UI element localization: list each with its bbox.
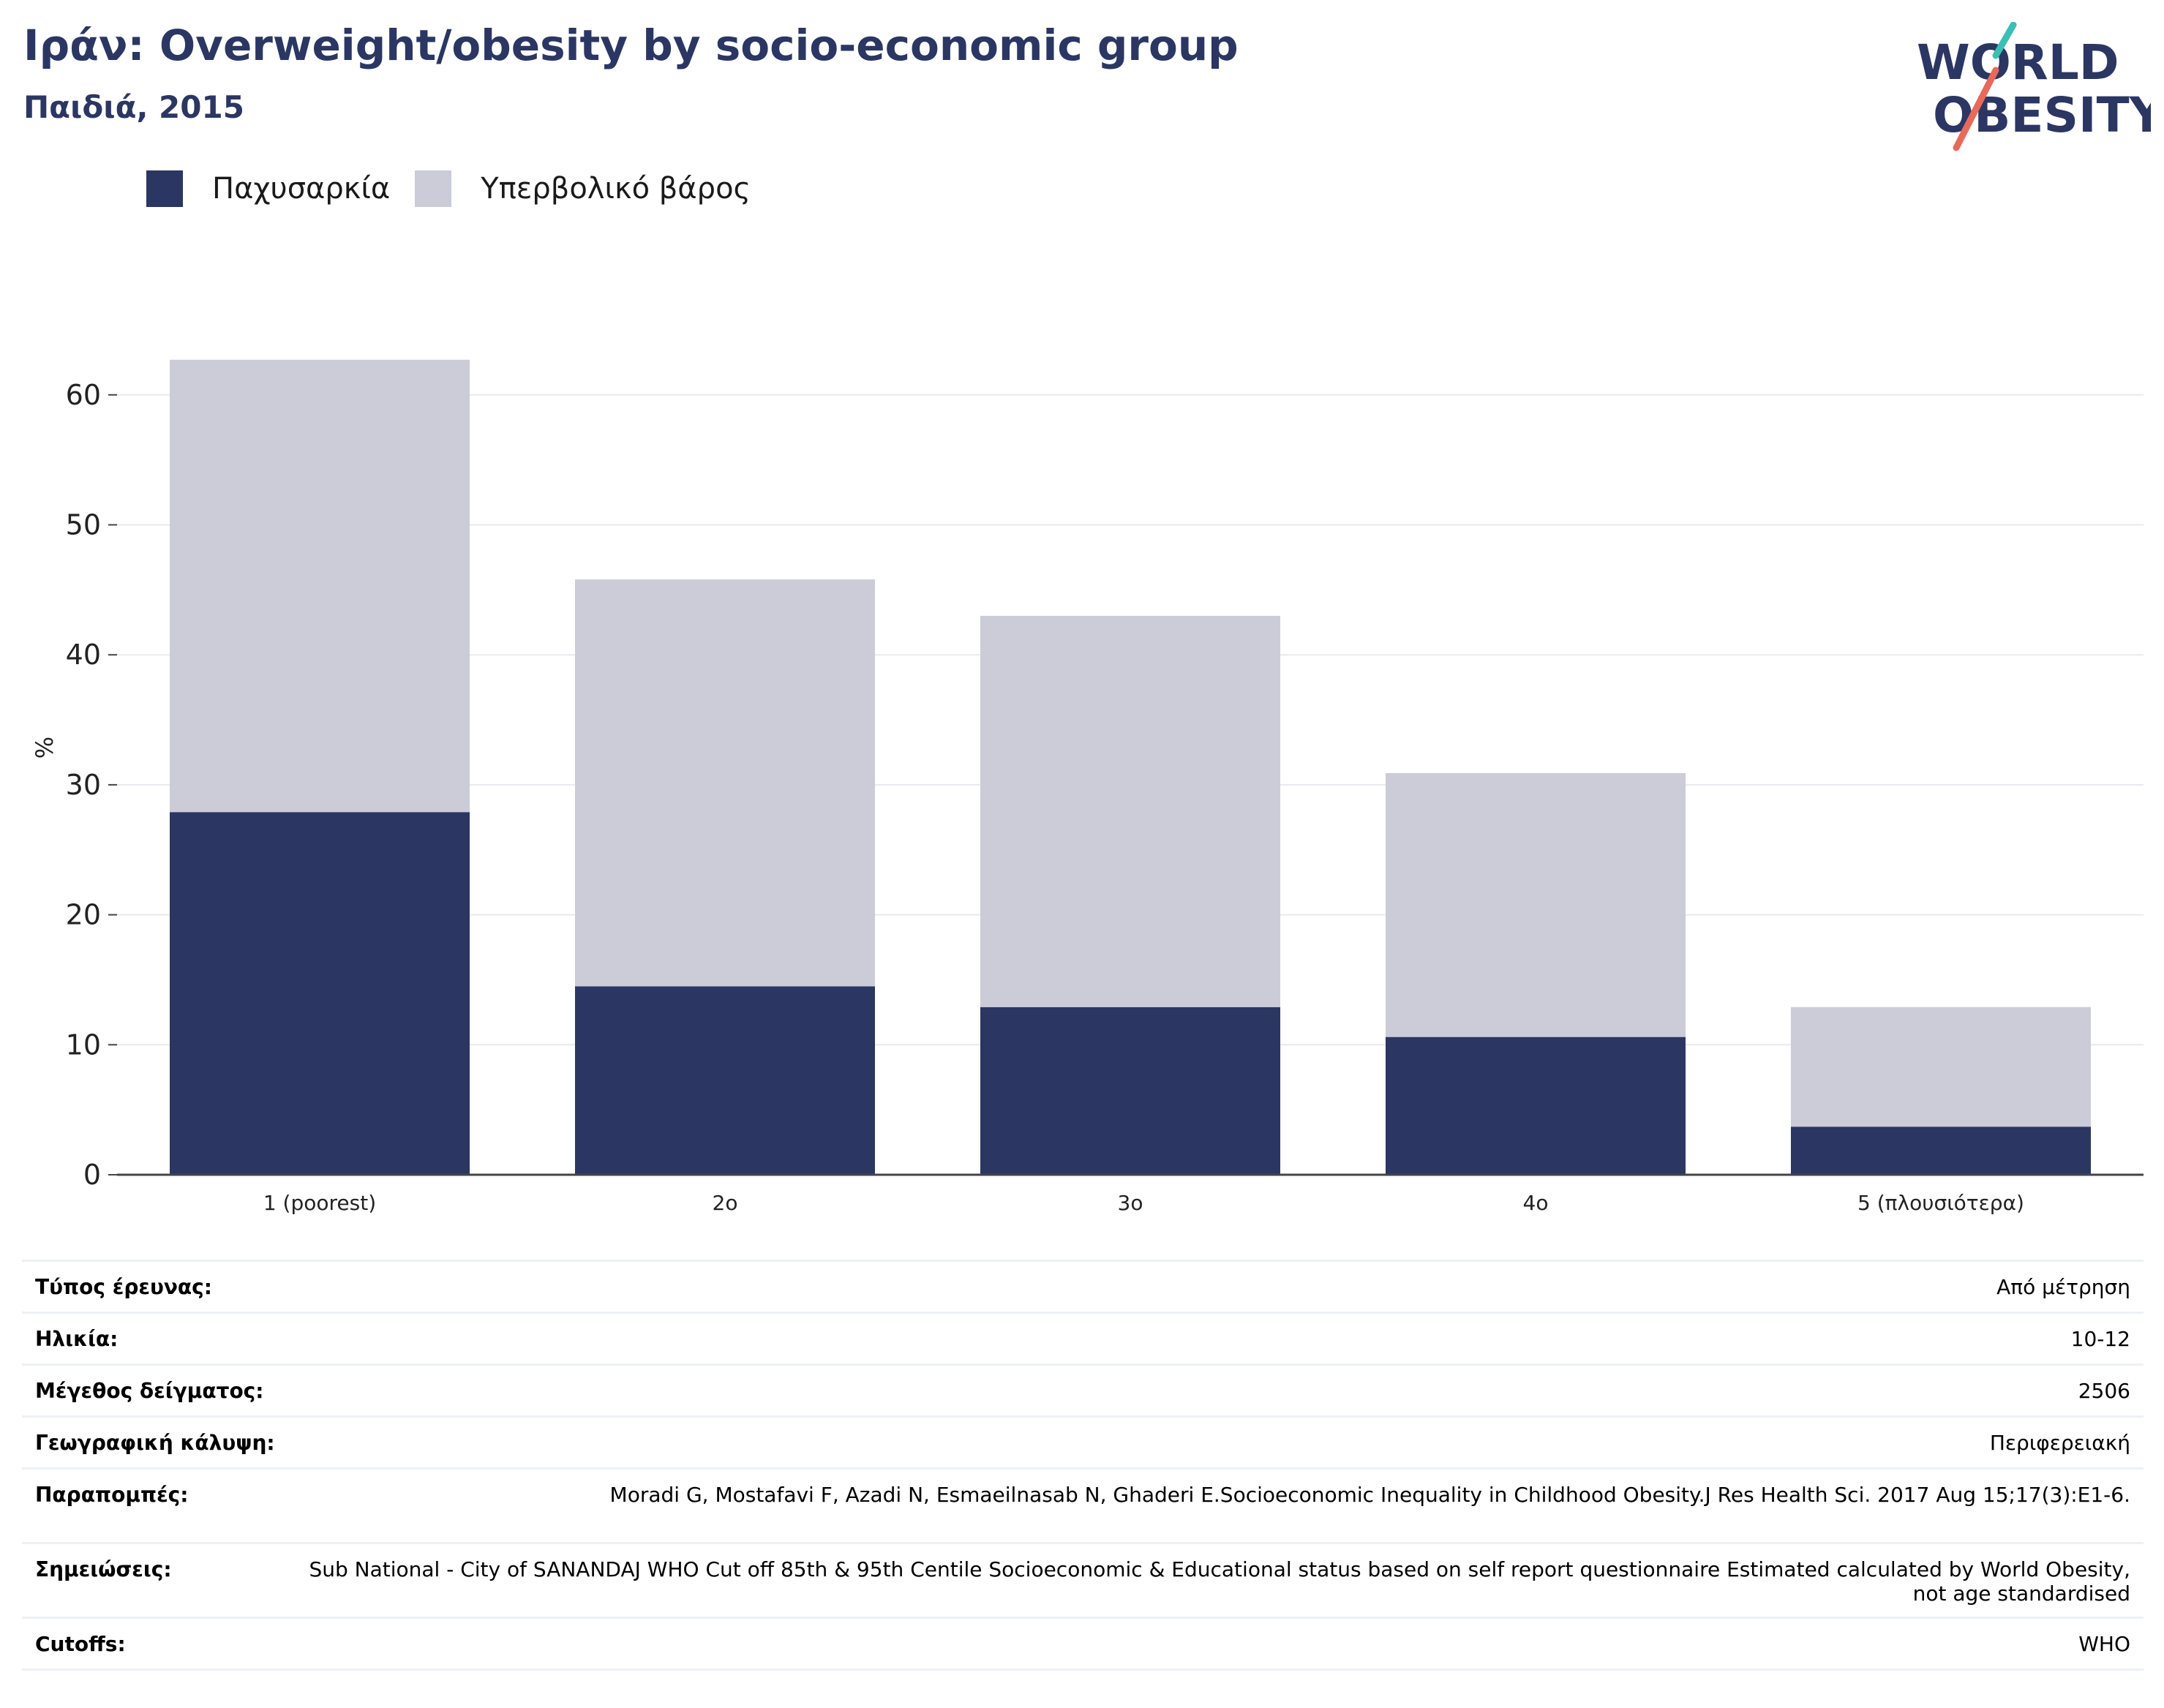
legend-item-overweight: Υπερβολικό βάρος	[415, 170, 751, 207]
stacked-bar-chart: 0 10 20 30 40 50 60 1 (poorest) 2ο 3ο 4ο 5 (πλουσι…	[31, 359, 2144, 1215]
info-row: Σημειώσεις: Sub National - City of SANAND…	[22, 1542, 2144, 1618]
bar-obesity	[1791, 1126, 2091, 1175]
info-row-label: Μέγεθος δείγματος:	[22, 1363, 288, 1417]
y-tick-label: 0	[83, 1159, 101, 1191]
info-table-body: Τύπος έρευνας: Από μέτρηση Ηλικία: 10-12 Μέγ…	[22, 1260, 2144, 1671]
info-row: Ηλικία: 10-12	[22, 1312, 2144, 1365]
x-tick-label: 2ο	[713, 1191, 738, 1215]
logo-line1: WORLD	[1917, 34, 2119, 91]
bar-overweight	[170, 359, 470, 813]
bar-overweight	[1386, 772, 1686, 1037]
bar-obesity	[170, 812, 470, 1175]
info-row-label: Παραπομπές:	[22, 1467, 288, 1543]
info-row-value: 10-12	[288, 1312, 2144, 1365]
info-row-label: Τύπος έρευνας:	[22, 1260, 288, 1313]
legend-swatch-obesity	[146, 170, 183, 207]
y-tick-label: 30	[66, 769, 101, 801]
bars	[170, 359, 2091, 1175]
info-row-value: Από μέτρηση	[288, 1260, 2144, 1313]
x-tick-labels: 1 (poorest) 2ο 3ο 4ο 5 (πλουσιότερα)	[263, 1191, 2024, 1215]
y-tick-label: 40	[66, 639, 101, 671]
bar-overweight	[980, 615, 1280, 1007]
y-tick-label: 50	[66, 509, 101, 541]
bar-obesity	[980, 1007, 1280, 1175]
info-row-value: Περιφερειακή	[288, 1415, 2144, 1469]
info-row-value: Sub National - City of SANANDAJ WHO Cut …	[288, 1542, 2144, 1618]
y-tick-label: 60	[66, 379, 101, 411]
info-table: Τύπος έρευνας: Από μέτρηση Ηλικία: 10-12 Μέγ…	[22, 1260, 2144, 1671]
info-row-label: Cutoffs:	[22, 1617, 288, 1671]
info-row-label: Σημειώσεις:	[22, 1542, 288, 1618]
info-row-value: 2506	[288, 1363, 2144, 1417]
info-row-value: WHO	[288, 1617, 2144, 1671]
bar-obesity	[575, 986, 875, 1175]
info-row: Γεωγραφική κάλυψη: Περιφερειακή	[22, 1415, 2144, 1469]
bar-overweight	[575, 579, 875, 987]
x-tick-label: 3ο	[1118, 1191, 1143, 1215]
page-subtitle: Παιδιά, 2015	[23, 89, 244, 125]
y-tick-label: 10	[66, 1028, 101, 1061]
legend-label-obesity: Παχυσαρκία	[212, 172, 391, 206]
info-row-value: Moradi G, Mostafavi F, Azadi N, Esmaeiln…	[288, 1467, 2144, 1543]
y-axis-label: %	[31, 737, 59, 759]
info-row-label: Ηλικία:	[22, 1312, 288, 1365]
logo-slash-teal-icon	[1992, 22, 2017, 59]
legend-swatch-overweight	[415, 170, 452, 207]
info-row: Μέγεθος δείγματος: 2506	[22, 1363, 2144, 1417]
info-row: Cutoffs: WHO	[22, 1617, 2144, 1671]
x-tick-label: 1 (poorest)	[263, 1191, 376, 1215]
page-title: Ιράν: Overweight/obesity by socio-econom…	[23, 20, 1239, 70]
bar-obesity	[1386, 1037, 1686, 1175]
legend-item-obesity: Παχυσαρκία	[146, 170, 390, 207]
chart-legend: Παχυσαρκία Υπερβολικό βάρος	[146, 168, 775, 209]
bar-overweight	[1791, 1007, 2091, 1127]
x-tick-label: 4ο	[1523, 1191, 1549, 1215]
info-row: Τύπος έρευνας: Από μέτρηση	[22, 1260, 2144, 1313]
y-tick-labels: 0 10 20 30 40 50 60	[66, 379, 117, 1191]
world-obesity-logo: WORLD OBESITY	[1917, 22, 2151, 151]
info-row-label: Γεωγραφική κάλυψη:	[22, 1415, 288, 1469]
info-row: Παραπομπές: Moradi G, Mostafavi F, Azadi …	[22, 1467, 2144, 1543]
y-tick-label: 20	[66, 899, 101, 931]
x-tick-label: 5 (πλουσιότερα)	[1857, 1191, 2024, 1215]
logo-slash-coral-icon	[1953, 67, 1999, 151]
legend-label-overweight: Υπερβολικό βάρος	[481, 172, 751, 206]
